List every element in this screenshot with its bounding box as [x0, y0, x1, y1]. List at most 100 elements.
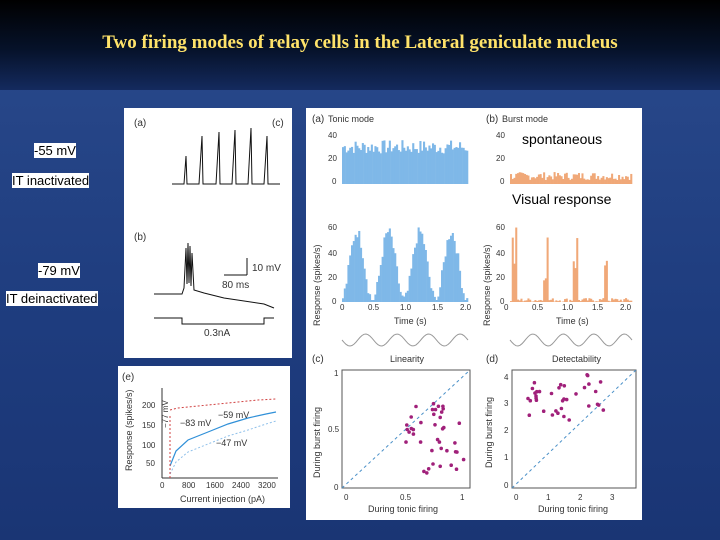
burst-visual-bar [600, 299, 603, 302]
title-bar: Two firing modes of relay cells in the L… [0, 0, 720, 90]
burst-visual-bar [609, 301, 612, 302]
burst-visual-bar [565, 298, 568, 302]
tonic-spont-bar [360, 150, 363, 184]
scatter-point [601, 408, 606, 412]
burst-visual-bar [586, 300, 589, 302]
burst-visual-bar [527, 298, 530, 302]
tonic-visual-bar [437, 296, 440, 302]
tonic-visual-bar [397, 283, 400, 302]
tonic-spont-bar [448, 144, 451, 184]
d-ytick-4: 4 [504, 373, 509, 382]
tonic-visual-bar [347, 265, 350, 302]
scatter-point [560, 399, 565, 403]
burst-spont-bar [619, 179, 622, 184]
state-label-2: IT deinactivated [6, 291, 98, 306]
burst-visual-bar [572, 261, 575, 302]
scatter-point [414, 404, 418, 409]
tonic-visual-bar [459, 270, 462, 302]
tonic-spont-bar [374, 146, 377, 184]
burst-visual-bar [569, 299, 572, 302]
scatter-point [422, 469, 426, 474]
tonic-visual-bar [405, 292, 408, 302]
e-ytick-50: 50 [146, 459, 155, 468]
scatter-point [574, 392, 578, 396]
tonic-visual-bar [453, 240, 456, 302]
tonic-visual-bar [455, 253, 458, 302]
tonic-spontaneous-hist [342, 140, 469, 184]
scatter-point [431, 401, 436, 406]
tonic-spont-bar [417, 152, 420, 184]
scatter-point [455, 450, 459, 454]
tonic-spont-bar [405, 150, 408, 184]
tonic-spont-bar [399, 151, 402, 184]
scatter-point [587, 404, 591, 408]
tonic-spont-bar [433, 144, 436, 184]
tonic-visual-bar [444, 256, 447, 302]
burst-visual-bar [510, 301, 513, 302]
burst-spont-bar [536, 176, 539, 184]
tonic-spont-bar [367, 147, 370, 184]
tonic-spont-bar [397, 150, 400, 184]
tonic-visual-bar [342, 298, 345, 302]
burst-visual-bar [611, 298, 614, 302]
burst-visual-bar [516, 299, 520, 302]
tonic-spont-bar [349, 147, 352, 184]
burst-spontaneous-hist [510, 172, 633, 184]
burst-spont-bar [626, 176, 629, 184]
burst-visual-bar [574, 268, 577, 302]
burst-spont-bar [522, 173, 525, 184]
burst-spont-bar [581, 173, 584, 184]
e-series-59 [169, 398, 277, 411]
burst-visual-bar [616, 299, 619, 302]
burst-spont-bar [529, 179, 532, 184]
tonic-visual-bar [464, 300, 467, 302]
burst-spont-bar [628, 179, 631, 184]
linearity-stimulus [341, 333, 469, 347]
tonic-spont-bar [453, 147, 456, 184]
tonic-visual-bar [370, 300, 373, 302]
burst-spont-bar [611, 173, 614, 184]
current-step [154, 317, 274, 325]
scatter-point [411, 427, 416, 432]
tonic-spont-bar [351, 146, 354, 184]
burst-visual-bar [532, 301, 535, 302]
tonic-spont-bar [352, 152, 355, 184]
scatter-point [439, 446, 443, 451]
linearity-label: Linearity [390, 354, 425, 364]
tonic-visual-bar [412, 254, 415, 302]
tonic-spont-bar [345, 152, 348, 184]
burst-spont-bar [518, 172, 521, 184]
tonic-spont-bar [370, 144, 373, 184]
c-ytick-1: 1 [334, 369, 339, 378]
tonic-spont-bar [392, 148, 395, 184]
burst-spont-bar [530, 177, 533, 184]
tonic-visual-bar [390, 236, 393, 302]
tonic-spont-bar [379, 153, 382, 184]
scatter-point [457, 421, 462, 426]
e-xtick-3200: 3200 [258, 481, 276, 490]
scatter-point [527, 413, 532, 418]
burst-visual-bar [597, 301, 600, 302]
scatter-point [461, 457, 466, 462]
tonic-spont-bar [423, 141, 426, 184]
scatter-point [430, 448, 434, 453]
panel-b-tag: (b) [134, 232, 146, 243]
burst-spont-bar [537, 174, 540, 184]
burst-spont-bar [562, 178, 565, 184]
burst-visual-bar [541, 300, 544, 302]
scatter-point [442, 425, 446, 430]
tonic-visual-bar [349, 255, 352, 302]
burst-visual-bar [551, 298, 554, 302]
current-label: 0.3nA [204, 328, 230, 339]
scatter-point [550, 413, 555, 417]
burst-ylabel: Response (spikes/s) [482, 244, 492, 326]
burst-visual-bar [534, 300, 537, 302]
burst-spont-bar [546, 177, 549, 184]
burst-visual-bar [618, 300, 621, 302]
burst-spont-bar [591, 173, 594, 184]
tonic-visual-bar [410, 268, 413, 302]
burst-spont-bar [555, 176, 558, 184]
scatter-point [530, 386, 535, 391]
tonic-visual-bar [354, 234, 357, 302]
tonic-spont-bar [460, 147, 463, 184]
